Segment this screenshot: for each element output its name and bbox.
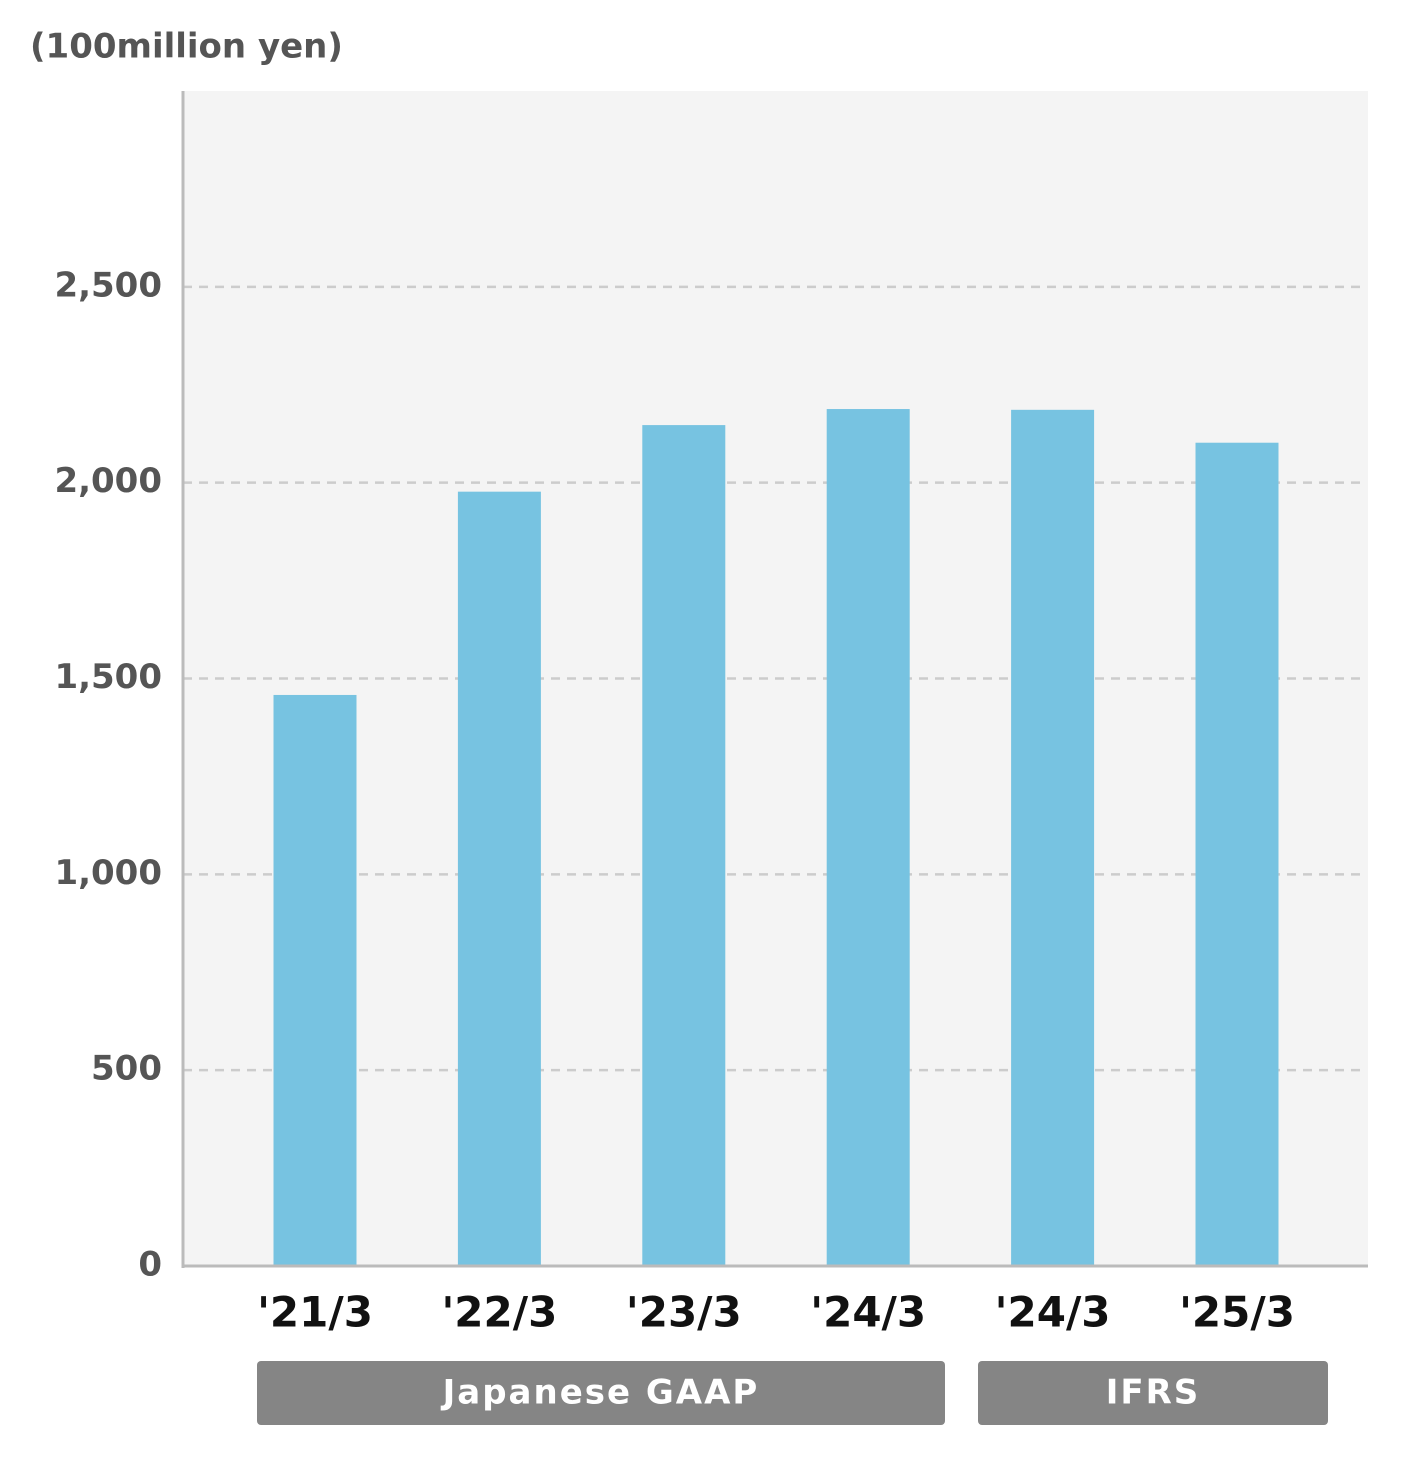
x-tick-label: '25/3 [1179,1288,1295,1337]
y-tick-label: 1,000 [54,853,162,893]
y-tick-label: 2,000 [54,461,162,501]
x-tick-label: '24/3 [995,1288,1111,1337]
x-tick-label: '23/3 [626,1288,742,1337]
bar [1011,409,1095,1267]
group-box [257,1361,945,1425]
bar [826,409,910,1266]
y-tick-label: 500 [91,1049,162,1089]
group-label: IFRS [1106,1373,1201,1413]
bar [457,491,541,1266]
y-tick-label: 2,500 [54,265,162,305]
x-tick-label: '24/3 [810,1288,926,1337]
y-tick-label: 1,500 [54,657,162,697]
bar [1195,442,1279,1266]
x-tick-label: '22/3 [441,1288,557,1337]
group-label: Japanese GAAP [441,1373,760,1413]
group-box [978,1361,1328,1425]
y-axis-label: (100million yen) [30,27,343,67]
y-tick-label: 0 [138,1245,162,1285]
bar [273,694,357,1266]
x-tick-label: '21/3 [257,1288,373,1337]
bar [642,425,726,1266]
